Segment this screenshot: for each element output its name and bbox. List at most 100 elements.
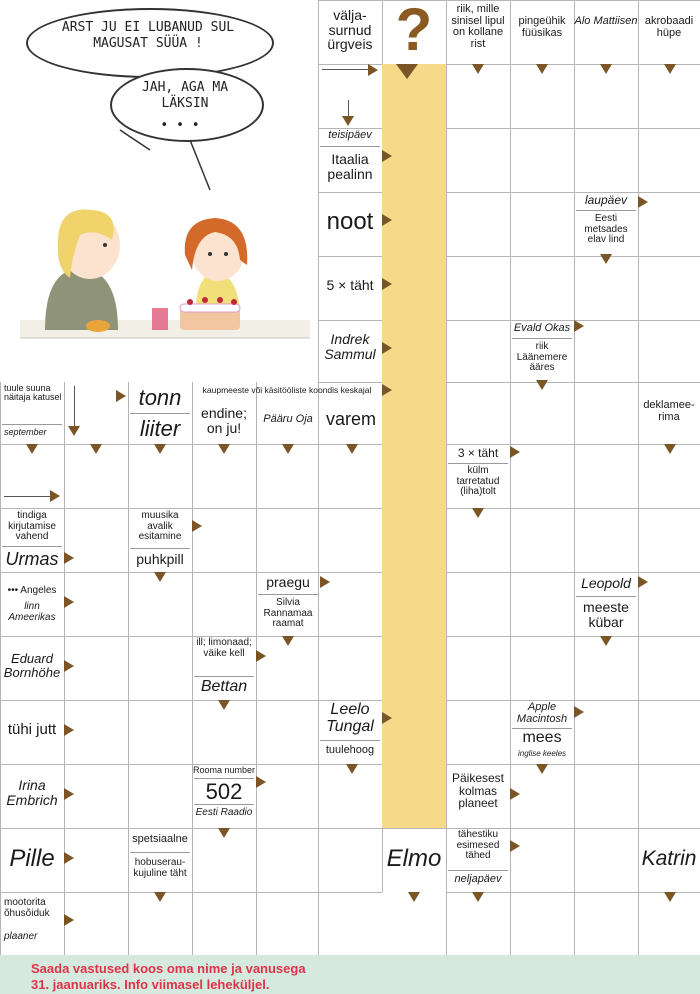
- clue-text: inglise keeles: [517, 749, 567, 758]
- clue-text: neljapäev: [454, 873, 502, 885]
- arrow-down-icon: [600, 64, 612, 74]
- arrow-right-icon: [256, 650, 266, 662]
- clue-cell-5taht: 5 × täht: [318, 256, 382, 320]
- clue-text: Apple Macintosh: [516, 701, 568, 725]
- arrow-right-icon: [638, 576, 648, 588]
- clue-text: mees: [522, 729, 562, 746]
- arrow-right-icon: [382, 712, 392, 724]
- footer-line-1: Saada vastused koos oma nime ja vanusega: [31, 961, 306, 976]
- clue-text: Leelo Tungal: [326, 701, 374, 735]
- clue-text: tindiga kirjutamise vahend: [8, 510, 56, 542]
- clue-text: spetsiaalne: [132, 833, 188, 845]
- clue-text: ••• Angeles: [7, 585, 57, 596]
- arrow-right-icon: [574, 706, 584, 718]
- arrow-right-icon: [368, 64, 378, 76]
- clue-country-flag: riik, mille sinisel lipul on kollane ris…: [446, 0, 510, 64]
- arrow-right-icon: [574, 320, 584, 332]
- clue-cell-angeles: ••• Angeles linn Ameerikas: [0, 572, 64, 636]
- clue-cell-indrek: Indrek Sammul: [318, 320, 382, 382]
- clue-cell-tuule: tuule suuna näitaja katusel september: [0, 382, 64, 444]
- clue-cell-muusika: muusika avalik esitamine puhkpill: [128, 508, 192, 572]
- footer-banner: Saada vastused koos oma nime ja vanusega…: [0, 955, 700, 994]
- clue-text: tuulehoog: [325, 744, 375, 756]
- arrow-down-icon: [396, 64, 418, 79]
- clue-cell-varem: varem: [320, 402, 382, 444]
- arrow-right-icon: [382, 342, 392, 354]
- clue-text: tuule suuna näitaja katusel: [4, 383, 62, 403]
- arrow-right-icon: [116, 390, 126, 402]
- arrow-right-icon: [64, 914, 74, 926]
- arrow-down-icon: [472, 508, 484, 518]
- arrow-down-icon: [218, 444, 230, 454]
- arrow-down-icon: [536, 64, 548, 74]
- clue-text: Irina Embrich: [6, 777, 58, 808]
- clue-cell-elmo: Elmo: [382, 828, 446, 892]
- arrow-right-icon: [64, 852, 74, 864]
- arrow-down-icon: [154, 444, 166, 454]
- clue-text: varem: [325, 409, 376, 429]
- clue-text: mootorita õhusõiduk: [4, 897, 50, 919]
- clue-text: riik, mille sinisel lipul on kollane ris…: [451, 3, 505, 50]
- clue-text: teisipäev: [328, 129, 372, 141]
- arrow-right-icon: [382, 150, 392, 162]
- clue-cell-teisipaev: teisipäev Itaalia pealinn: [318, 128, 382, 192]
- cartoon-panel: ARST JU EI LUBANUD SUL MAGUSAT SÜÜA ! JA…: [0, 0, 318, 382]
- arrow-down-icon: [346, 444, 358, 454]
- arrow-stem: [4, 496, 50, 497]
- arrow-right-icon: [64, 788, 74, 800]
- clue-text: endine; on ju!: [201, 405, 247, 436]
- clue-text: tonn: [138, 385, 182, 410]
- arrow-down-icon: [346, 764, 358, 774]
- solution-column: [382, 64, 446, 828]
- clue-cell-tonn: tonn liiter: [128, 382, 192, 444]
- clue-cell-noot: noot: [318, 192, 382, 256]
- clue-text: plaaner: [4, 931, 38, 942]
- arrow-stem: [348, 100, 349, 116]
- crossword-board: ARST JU EI LUBANUD SUL MAGUSAT SÜÜA ! JA…: [0, 0, 700, 955]
- clue-cell-pille: Pille: [0, 828, 64, 892]
- arrow-down-icon: [664, 892, 676, 902]
- clue-cell-paikesest: Päikesest kolmas planeet: [446, 764, 510, 828]
- clue-text: akrobaadi hüpe: [644, 15, 694, 39]
- clue-cell-irina: Irina Embrich: [0, 764, 64, 828]
- grid-lines: [0, 0, 700, 955]
- arrow-down-icon: [218, 700, 230, 710]
- clue-cell-rooma: Rooma number 502 Eesti Raadio: [192, 764, 256, 828]
- arrow-down-icon: [282, 444, 294, 454]
- clue-text: pingeühik füüsikas: [518, 15, 566, 39]
- arrow-stem: [322, 69, 368, 70]
- clue-text: 3 × täht: [457, 446, 499, 460]
- arrow-down-icon: [600, 254, 612, 264]
- arrow-right-icon: [320, 576, 330, 588]
- clue-text: linn Ameerikas: [8, 601, 56, 623]
- arrow-right-icon: [382, 278, 392, 290]
- clue-cell-endine: endine; on ju!: [192, 402, 256, 444]
- clue-text: riik Läänemere ääres: [516, 341, 568, 373]
- arrow-right-icon: [510, 840, 520, 852]
- clue-text: noot: [326, 208, 374, 235]
- arrow-down-icon: [90, 444, 102, 454]
- arrow-right-icon: [64, 596, 74, 608]
- clue-text: Pääru Oja: [263, 413, 313, 425]
- mystery-question-mark: ?: [395, 0, 433, 63]
- arrow-right-icon: [64, 660, 74, 672]
- speech-bubble-2-text: JAH, AGA MA LÄKSIN: [141, 80, 229, 112]
- arrow-right-icon: [64, 724, 74, 736]
- arrow-right-icon: [50, 490, 60, 502]
- clue-text: Indrek Sammul: [324, 331, 376, 362]
- clue-text: tähestiku esimesed tähed: [456, 829, 500, 861]
- clue-cell-leelo: Leelo Tungal tuulehoog: [318, 700, 382, 764]
- arrow-down-icon: [154, 892, 166, 902]
- clue-text: tühi jutt: [7, 721, 57, 738]
- clue-text: Alo Mattiisen: [574, 15, 638, 27]
- arrow-down-icon: [600, 636, 612, 646]
- clue-text: meeste kübar: [583, 599, 629, 630]
- clue-text: Leopold: [581, 575, 631, 591]
- clue-text: Päikesest kolmas planeet: [451, 771, 505, 811]
- arrow-right-icon: [638, 196, 648, 208]
- clue-text: Bettan: [200, 678, 248, 695]
- clue-text: Eesti Raadio: [195, 807, 253, 818]
- clue-text: 502: [205, 779, 243, 804]
- arrow-right-icon: [64, 552, 74, 564]
- arrow-right-icon: [382, 384, 392, 396]
